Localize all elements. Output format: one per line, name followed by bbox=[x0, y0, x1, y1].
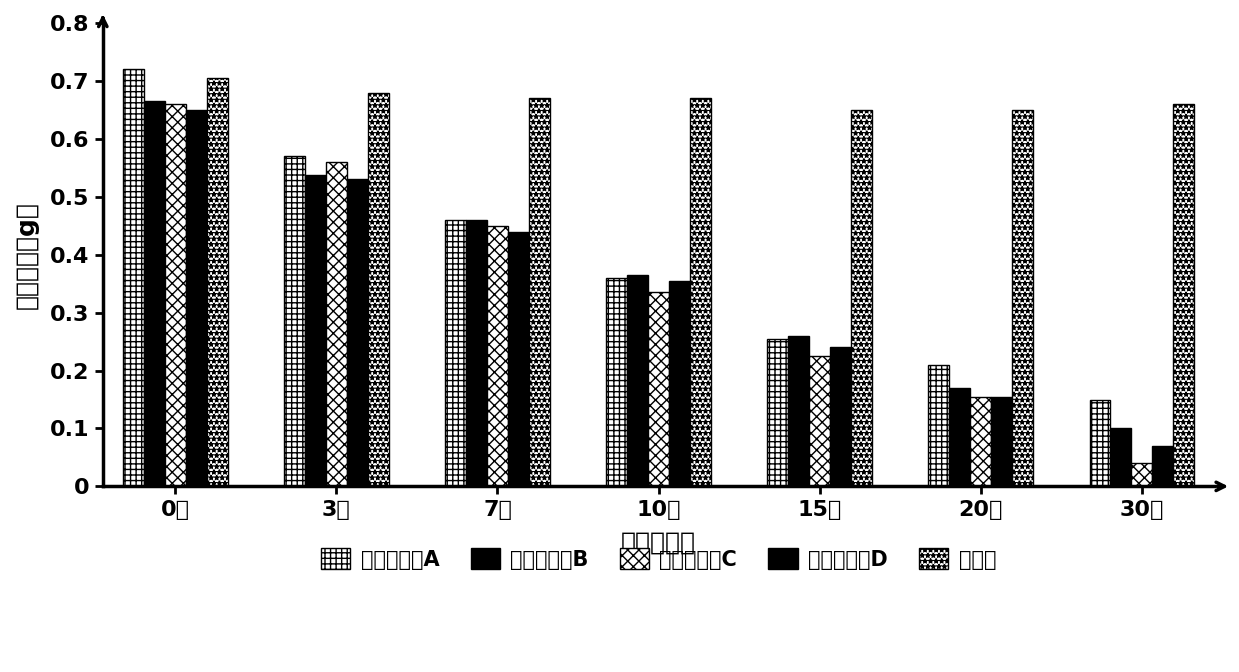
Bar bbox=[466, 220, 487, 487]
Bar bbox=[809, 356, 830, 487]
Bar bbox=[445, 220, 466, 487]
Bar bbox=[1152, 446, 1173, 487]
Bar bbox=[949, 388, 970, 487]
Bar bbox=[788, 336, 809, 487]
Bar bbox=[207, 78, 228, 487]
Y-axis label: 结石重量（g）: 结石重量（g） bbox=[15, 201, 38, 308]
Bar bbox=[767, 339, 788, 487]
Bar bbox=[830, 347, 851, 487]
Bar bbox=[186, 110, 207, 487]
Bar bbox=[326, 162, 347, 487]
Bar bbox=[165, 104, 186, 487]
Bar bbox=[1173, 104, 1194, 487]
Bar bbox=[606, 278, 627, 487]
Bar bbox=[1089, 400, 1110, 487]
Bar bbox=[1012, 110, 1033, 487]
Bar bbox=[690, 98, 711, 487]
Bar bbox=[144, 101, 165, 487]
Bar bbox=[627, 275, 648, 487]
Bar bbox=[851, 110, 872, 487]
Legend: 草酸脱缧醂A, 草酸脱缧醂B, 草酸脱缧醂C, 草酸脱缧醂D, 对照组: 草酸脱缧醂A, 草酸脱缧醂B, 草酸脱缧醂C, 草酸脱缧醂D, 对照组 bbox=[312, 540, 1005, 578]
Bar bbox=[1131, 463, 1152, 487]
X-axis label: 时间（天）: 时间（天） bbox=[621, 531, 696, 554]
Bar bbox=[305, 175, 326, 487]
Bar bbox=[1110, 429, 1131, 487]
Bar bbox=[368, 93, 389, 487]
Bar bbox=[970, 396, 991, 487]
Bar bbox=[508, 232, 529, 487]
Bar bbox=[284, 157, 305, 487]
Bar bbox=[648, 292, 669, 487]
Bar bbox=[347, 179, 368, 487]
Bar bbox=[529, 98, 550, 487]
Bar bbox=[928, 365, 949, 487]
Bar bbox=[991, 396, 1012, 487]
Bar bbox=[123, 69, 144, 487]
Bar bbox=[487, 226, 508, 487]
Bar bbox=[669, 281, 690, 487]
